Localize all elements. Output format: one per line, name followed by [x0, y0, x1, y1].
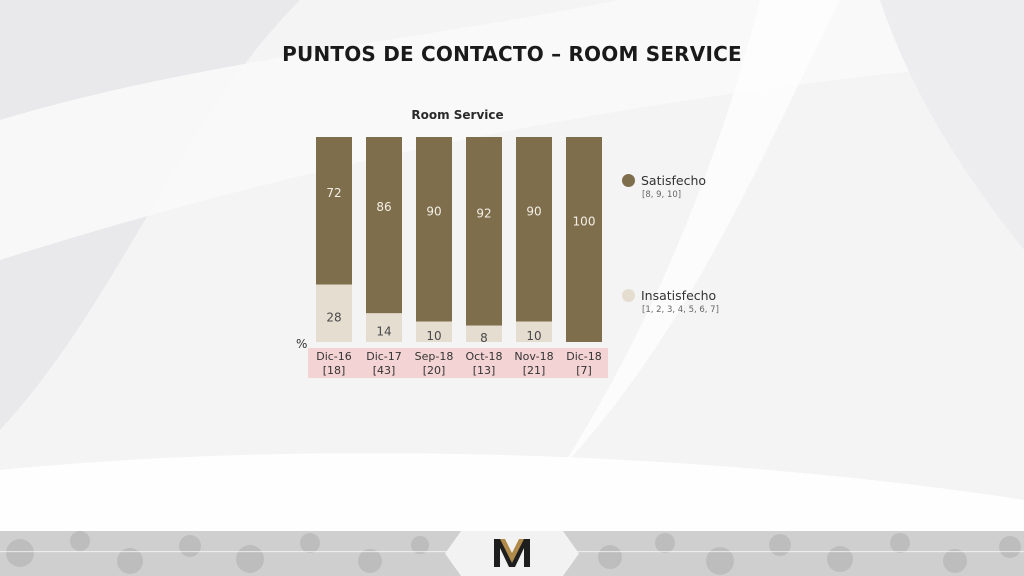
data-label-unsatisfied-Dic-16: 28 [326, 310, 341, 324]
data-label-satisfied-Dic-16: 72 [326, 186, 341, 200]
legend-item-unsatisfied: Insatisfecho [622, 288, 719, 303]
bar-satisfied-Sep-18 [416, 137, 452, 322]
x-tick-count-Oct-18: [13] [473, 364, 496, 377]
legend-range-unsatisfied: [1, 2, 3, 4, 5, 6, 7] [642, 305, 719, 315]
x-tick-count-Dic-16: [18] [323, 364, 346, 377]
footer-pattern [0, 531, 1024, 575]
data-label-satisfied-Dic-18: 100 [573, 215, 596, 229]
legend-swatch-unsatisfied [622, 289, 635, 302]
bar-unsatisfied-Oct-18 [466, 325, 502, 342]
data-label-unsatisfied-Nov-18: 10 [526, 329, 541, 343]
x-tick-count-Sep-18: [20] [423, 364, 446, 377]
brand-logo-icon [494, 539, 530, 567]
legend: Satisfecho [8, 9, 10] [622, 173, 706, 200]
x-tick-count-Dic-18: [7] [576, 364, 592, 377]
data-label-satisfied-Sep-18: 90 [426, 204, 441, 218]
x-tick-label-Nov-18: Nov-18 [514, 350, 553, 363]
data-label-unsatisfied-Oct-18: 8 [480, 331, 488, 345]
x-tick-label-Sep-18: Sep-18 [415, 350, 454, 363]
legend-range-satisfied: [8, 9, 10] [642, 190, 682, 200]
legend-label-satisfied: Satisfecho [641, 173, 707, 188]
data-label-unsatisfied-Dic-17: 14 [376, 325, 391, 339]
bar-satisfied-Oct-18 [466, 137, 502, 326]
x-tick-label-Dic-18: Dic-18 [566, 350, 602, 363]
data-label-satisfied-Nov-18: 90 [526, 204, 541, 218]
chart-title: Room Service [411, 108, 504, 122]
legend-item-satisfied: Satisfecho [622, 173, 706, 188]
x-axis-band [308, 348, 608, 378]
bar-unsatisfied-Dic-16 [316, 284, 352, 342]
x-tick-label-Dic-17: Dic-17 [366, 350, 402, 363]
bar-satisfied-Dic-16 [316, 137, 352, 285]
data-label-satisfied-Oct-18: 92 [476, 206, 491, 220]
legend-swatch-satisfied [622, 174, 635, 187]
x-tick-count-Dic-17: [43] [373, 364, 396, 377]
bar-satisfied-Nov-18 [516, 137, 552, 322]
x-tick-label-Dic-16: Dic-16 [316, 350, 352, 363]
x-tick-count-Nov-18: [21] [523, 364, 546, 377]
y-axis-unit-label: % [296, 337, 308, 351]
bar-unsatisfied-Dic-17 [366, 313, 402, 342]
legend-label-unsatisfied: Insatisfecho [641, 288, 717, 303]
bar-satisfied-Dic-18 [566, 137, 602, 342]
bar-unsatisfied-Nov-18 [516, 321, 552, 342]
slide-title: PUNTOS DE CONTACTO – ROOM SERVICE [282, 42, 742, 66]
legend-2: Insatisfecho [1, 2, 3, 4, 5, 6, 7] [622, 288, 719, 315]
x-tick-label-Oct-18: Oct-18 [466, 350, 503, 363]
bar-unsatisfied-Sep-18 [416, 321, 452, 342]
data-label-unsatisfied-Sep-18: 10 [426, 329, 441, 343]
data-label-satisfied-Dic-17: 86 [376, 200, 391, 214]
bar-satisfied-Dic-17 [366, 137, 402, 314]
